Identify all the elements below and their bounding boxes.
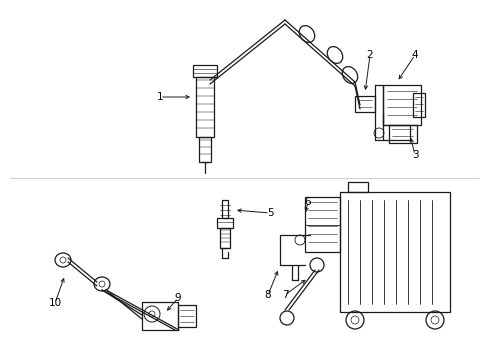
- Bar: [199, 137, 210, 162]
- Bar: [217, 218, 232, 228]
- Bar: [178, 305, 196, 327]
- Text: 5: 5: [266, 208, 273, 218]
- Bar: [193, 65, 217, 77]
- Text: 4: 4: [411, 50, 417, 60]
- Bar: [305, 197, 339, 252]
- Text: 6: 6: [304, 197, 311, 207]
- Bar: [222, 200, 227, 218]
- Bar: [347, 182, 367, 192]
- Text: 10: 10: [48, 298, 61, 308]
- Bar: [388, 125, 416, 143]
- Text: 9: 9: [174, 293, 181, 303]
- Text: 1: 1: [156, 92, 163, 102]
- Bar: [220, 228, 229, 248]
- Bar: [354, 96, 374, 112]
- Bar: [382, 85, 420, 125]
- Text: 2: 2: [366, 50, 372, 60]
- Bar: [142, 302, 178, 330]
- Text: 3: 3: [411, 150, 417, 160]
- Bar: [412, 93, 424, 117]
- Bar: [339, 192, 449, 312]
- Text: 8: 8: [264, 290, 271, 300]
- Text: 7: 7: [281, 290, 288, 300]
- Bar: [196, 77, 214, 137]
